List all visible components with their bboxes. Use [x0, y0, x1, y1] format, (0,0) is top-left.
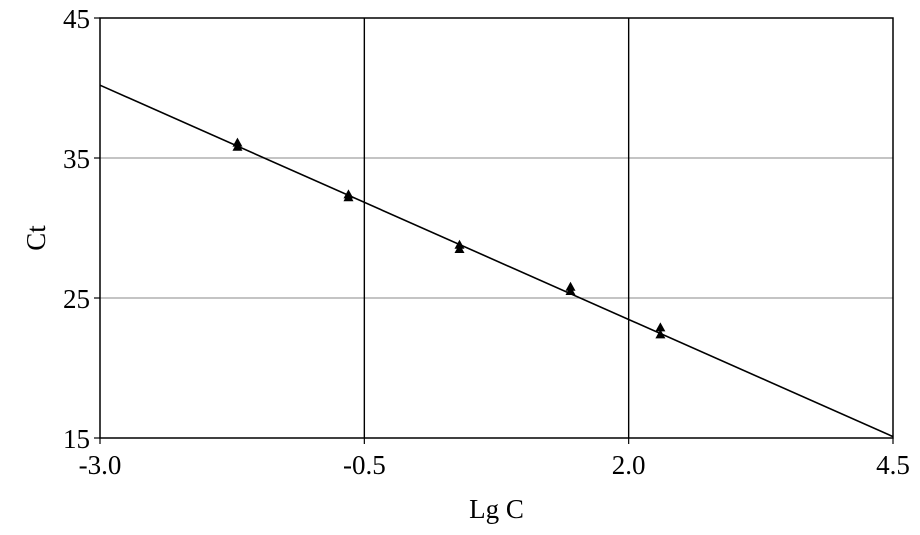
x-tick-label: -3.0	[79, 450, 122, 480]
x-tick-label: 4.5	[876, 450, 910, 480]
y-axis-label: Ct	[21, 225, 51, 251]
y-tick-label: 45	[63, 4, 90, 34]
data-point-triangle	[655, 329, 666, 339]
x-tick-label: -0.5	[343, 450, 386, 480]
data-point-triangle	[343, 192, 354, 202]
grid-layer	[100, 18, 893, 438]
x-axis-ticks: -3.0 -0.5 2.0 4.5	[79, 438, 910, 480]
y-tick-label: 25	[63, 284, 90, 314]
y-tick-label: 15	[63, 424, 90, 454]
data-point-layer	[232, 137, 666, 339]
data-point-triangle	[454, 244, 465, 253]
data-point-triangle	[565, 286, 576, 295]
y-tick-label: 35	[63, 144, 90, 174]
data-point-triangle	[655, 322, 666, 332]
data-point-triangle	[232, 141, 243, 151]
regression-line	[99, 84, 894, 438]
fit-line-layer	[99, 84, 894, 438]
plot-frame	[99, 17, 894, 439]
x-tick-label: 2.0	[612, 450, 646, 480]
x-axis-label: Lg C	[469, 494, 524, 524]
y-axis-ticks: 15 25 35 45	[63, 4, 100, 454]
